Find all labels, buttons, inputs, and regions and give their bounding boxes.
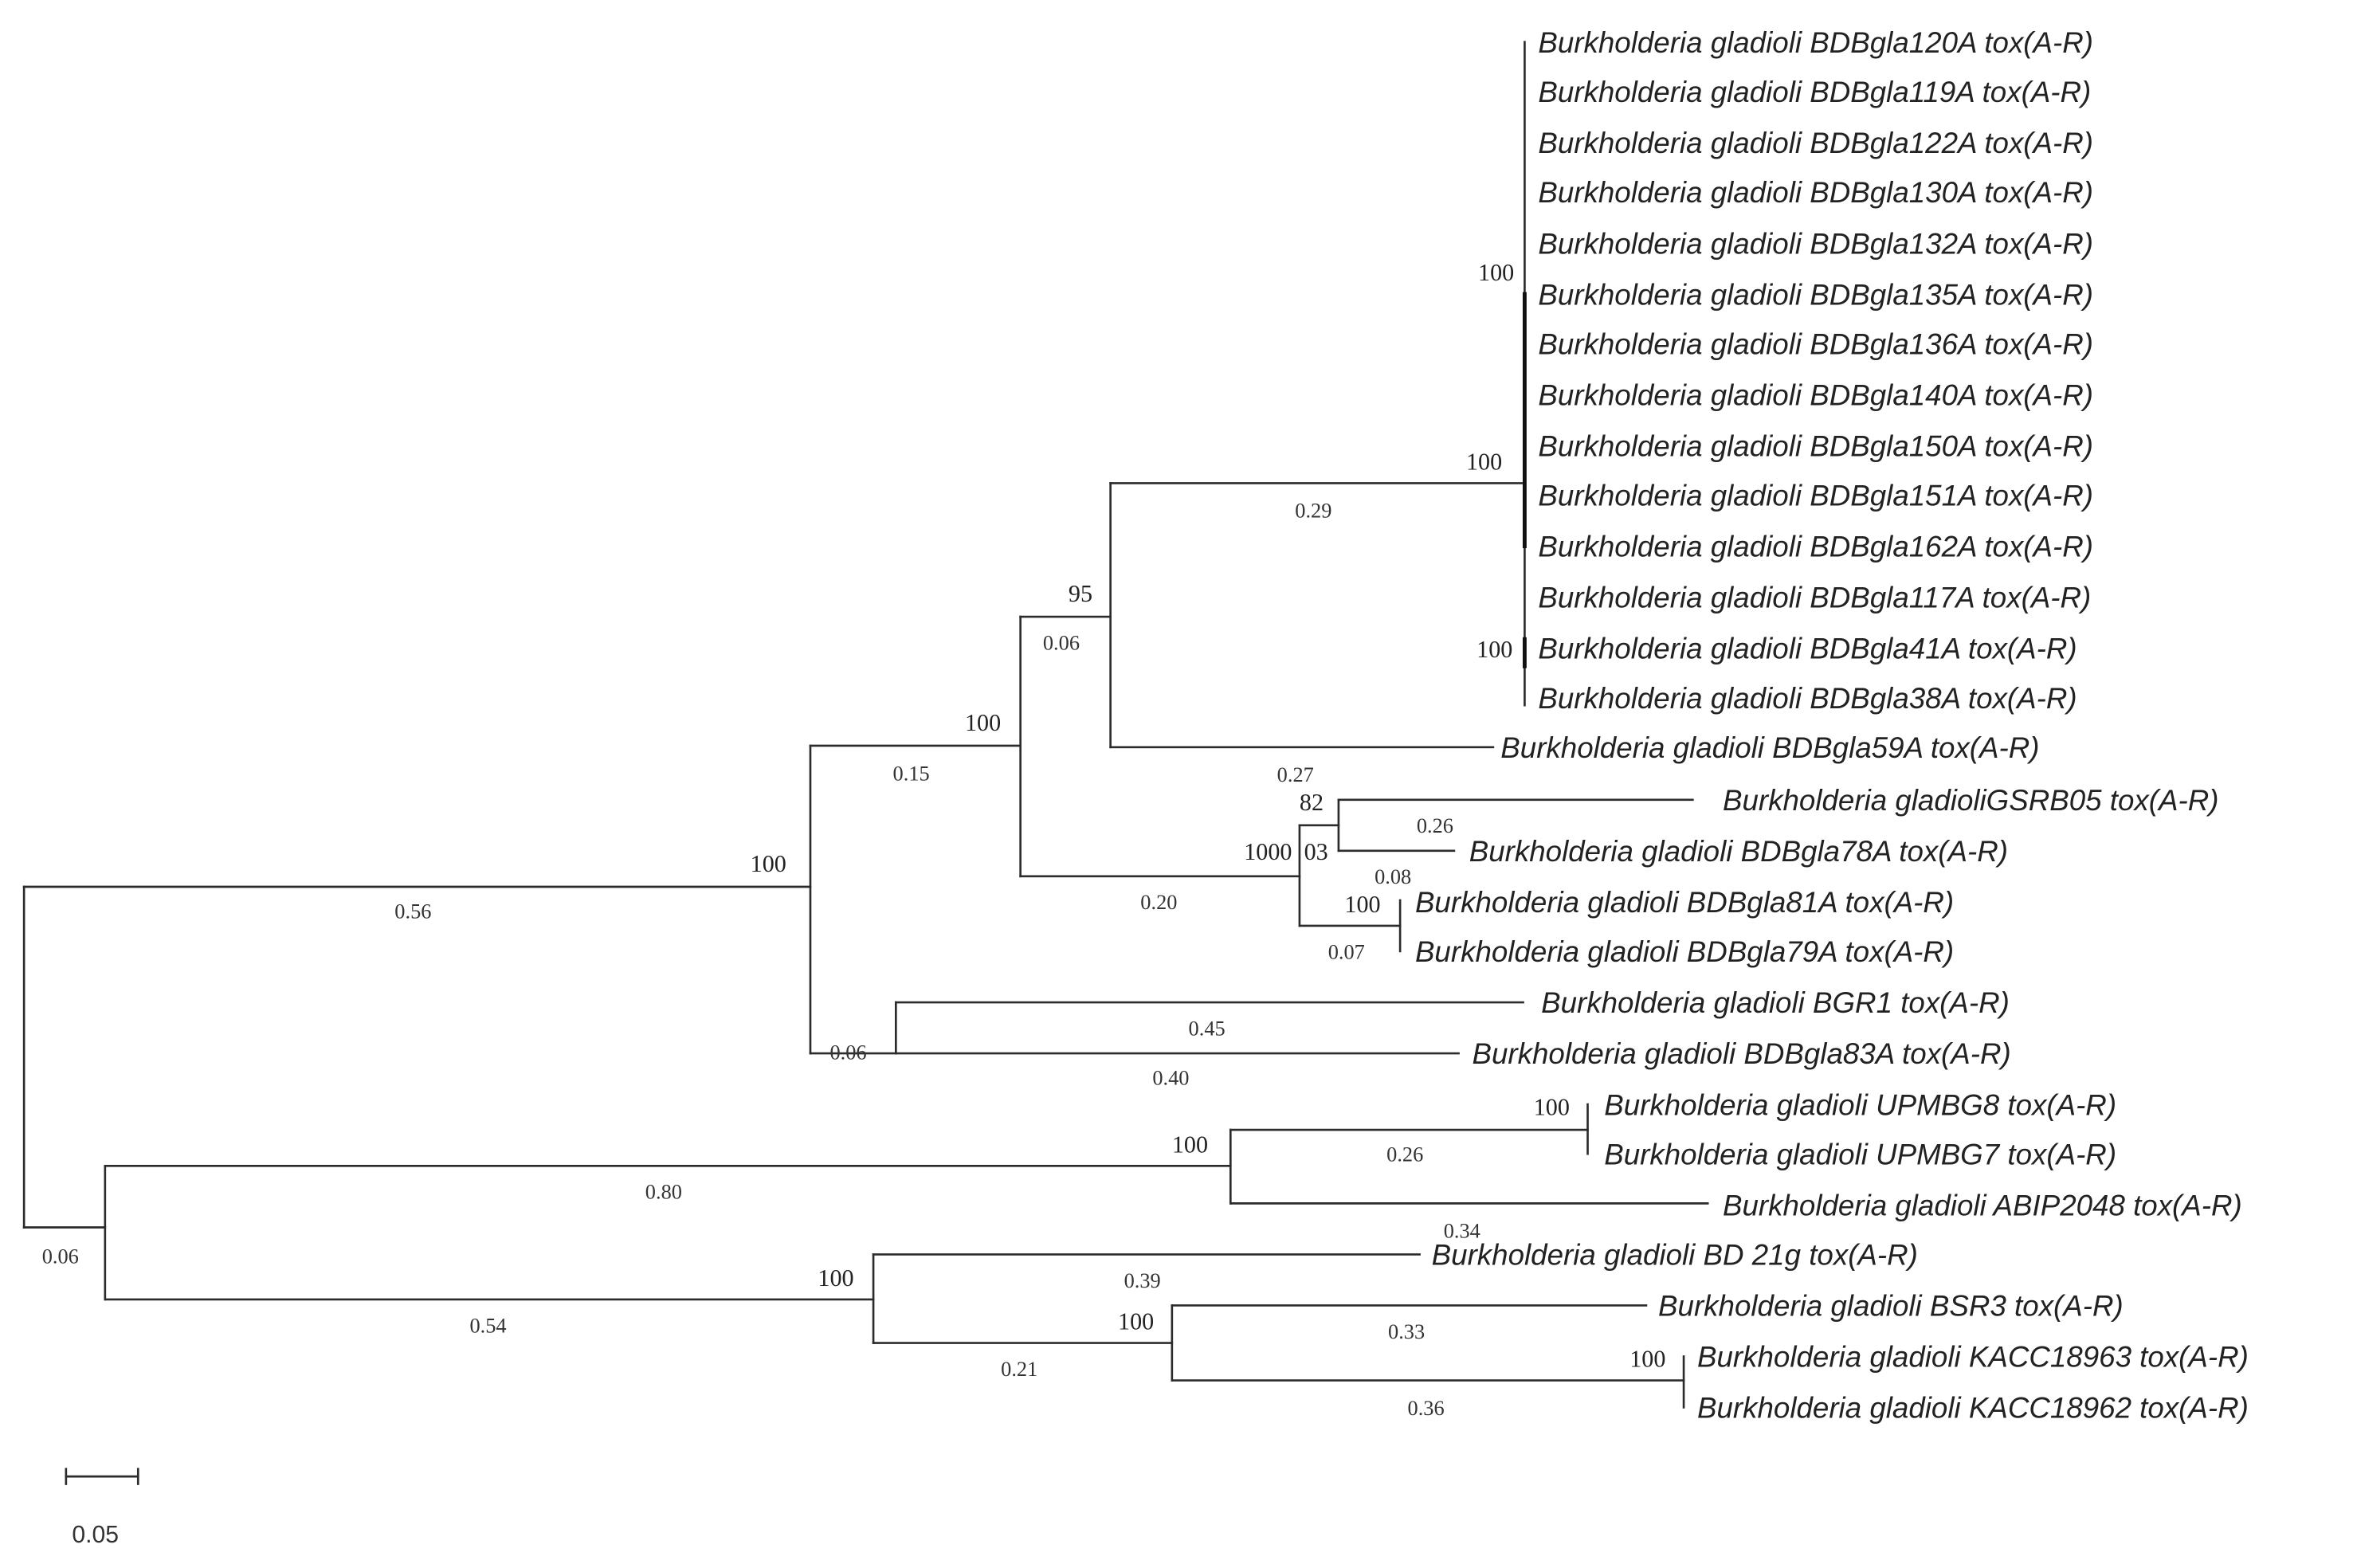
- branch-length-value: 0.36: [1408, 1397, 1445, 1420]
- bootstrap-value: 100: [965, 709, 1001, 736]
- bootstrap-value: 100: [1534, 1093, 1570, 1120]
- taxon-label: Burkholderia gladioli BDBgla130A tox(A-R…: [1538, 176, 2093, 209]
- bootstrap-support-values: 100 100 100 95 100 100 82 1000 03 100 100 100 100 100…: [751, 259, 1666, 1372]
- taxon-label: Burkholderia gladioli BDBgla78A tox(A-R): [1469, 835, 2008, 868]
- taxon-label: Burkholderia gladioliGSRB05 tox(A-R): [1723, 784, 2218, 817]
- taxon-label: Burkholderia gladioli BD 21g tox(A-R): [1432, 1239, 1918, 1272]
- taxon-labels: Burkholderia gladioli BDBgla120A tox(A-R…: [1415, 26, 2249, 1425]
- taxon-label: Burkholderia gladioli UPMBG8 tox(A-R): [1604, 1088, 2116, 1121]
- taxon-label: Burkholderia gladioli UPMBG7 tox(A-R): [1604, 1138, 2116, 1170]
- taxon-label: Burkholderia gladioli BDBgla117A tox(A-R…: [1538, 582, 2091, 614]
- taxon-label: Burkholderia gladioli BDBgla119A tox(A-R…: [1538, 76, 2091, 108]
- taxon-label: Burkholderia gladioli BDBgla59A tox(A-R): [1500, 731, 2039, 764]
- branch-length-value: 0.80: [645, 1181, 682, 1204]
- taxon-label: Burkholderia gladioli BDBgla122A tox(A-R…: [1538, 127, 2093, 159]
- bootstrap-value: 100: [751, 850, 786, 877]
- branch-length-value: 0.33: [1388, 1320, 1425, 1343]
- branch-length-value: 0.34: [1444, 1220, 1480, 1243]
- branch-length-value: 0.07: [1328, 940, 1365, 963]
- taxon-label: Burkholderia gladioli BDBgla83A tox(A-R): [1473, 1037, 2011, 1070]
- branch-length-value: 0.06: [42, 1245, 79, 1268]
- taxon-label: Burkholderia gladioli ABIP2048 tox(A-R): [1723, 1189, 2242, 1221]
- taxon-label: Burkholderia gladioli BDBgla81A tox(A-R): [1415, 886, 1954, 919]
- branch-length-value: 0.08: [1375, 865, 1411, 888]
- taxon-label: Burkholderia gladioli BDBgla41A tox(A-R): [1538, 633, 2077, 665]
- taxon-label: Burkholderia gladioli KACC18963 tox(A-R): [1697, 1341, 2249, 1374]
- branch-length-value: 0.06: [829, 1041, 866, 1064]
- bootstrap-value: 100: [1466, 448, 1502, 475]
- taxon-label: Burkholderia gladioli KACC18962 tox(A-R): [1697, 1392, 2249, 1425]
- taxon-label: Burkholderia gladioli BDBgla135A tox(A-R…: [1538, 278, 2093, 311]
- taxon-label: Burkholderia gladioli BDBgla162A tox(A-R…: [1538, 531, 2093, 563]
- bootstrap-value: 100: [1172, 1131, 1208, 1158]
- taxon-label: Burkholderia gladioli BDBgla132A tox(A-R…: [1538, 227, 2093, 260]
- branch-length-value: 0.56: [394, 900, 431, 923]
- scale-bar: 0.05: [65, 1468, 139, 1548]
- bootstrap-value: 100: [1118, 1308, 1154, 1335]
- tree-branches: [22, 41, 1709, 1409]
- branch-length-value: 0.27: [1277, 763, 1314, 786]
- taxon-label: Burkholderia gladioli BDBgla140A tox(A-R…: [1538, 378, 2093, 411]
- taxon-label: Burkholderia gladioli BDBgla120A tox(A-R…: [1538, 26, 2093, 59]
- taxon-label: Burkholderia gladioli BDBgla136A tox(A-R…: [1538, 327, 2093, 360]
- branch-length-value: 0.54: [469, 1314, 506, 1337]
- bootstrap-value: 03: [1304, 838, 1328, 865]
- branch-length-value: 0.20: [1140, 891, 1177, 914]
- branch-length-value: 0.26: [1417, 814, 1453, 837]
- branch-length-value: 0.29: [1295, 500, 1331, 523]
- branch-length-value: 0.06: [1043, 631, 1080, 654]
- bootstrap-value: 100: [1344, 891, 1380, 918]
- branch-length-value: 0.45: [1189, 1017, 1226, 1040]
- bootstrap-value: 100: [1629, 1346, 1665, 1373]
- branch-length-value: 0.39: [1124, 1269, 1161, 1292]
- taxon-label: Burkholderia gladioli BGR1 tox(A-R): [1541, 986, 2010, 1019]
- scale-bar-label: 0.05: [72, 1522, 119, 1548]
- bootstrap-value: 100: [1477, 636, 1512, 663]
- branch-length-value: 0.21: [1001, 1358, 1037, 1381]
- branch-length-value: 0.40: [1152, 1067, 1189, 1090]
- taxon-label: Burkholderia gladioli BDBgla151A tox(A-R…: [1538, 480, 2093, 512]
- bootstrap-value: 100: [1478, 259, 1514, 286]
- bootstrap-value: 95: [1069, 580, 1092, 607]
- taxon-label: Burkholderia gladioli BDBgla150A tox(A-R…: [1538, 430, 2093, 463]
- branch-length-value: 0.26: [1386, 1143, 1423, 1166]
- bootstrap-value: 82: [1300, 789, 1324, 816]
- branch-length-value: 0.15: [893, 762, 930, 785]
- taxon-label: Burkholderia gladioli BDBgla79A tox(A-R): [1415, 935, 1954, 968]
- taxon-label: Burkholderia gladioli BDBgla38A tox(A-R): [1538, 682, 2077, 715]
- branch-length-labels: 0.56 0.15 0.06 0.29 0.27 0.26 0.08 0.07 0.20 0.45…: [42, 500, 1480, 1420]
- bootstrap-value: 100: [818, 1264, 853, 1292]
- bootstrap-value: 1000: [1244, 838, 1292, 865]
- taxon-label: Burkholderia gladioli BSR3 tox(A-R): [1658, 1290, 2124, 1323]
